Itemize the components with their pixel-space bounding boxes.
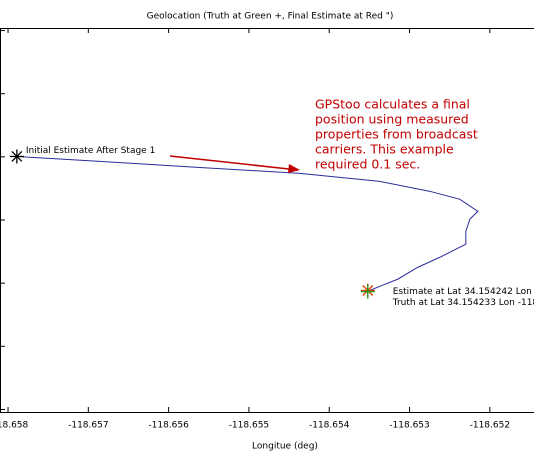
x-tick-label: -118.652 bbox=[470, 421, 510, 431]
x-tick-label: -118.654 bbox=[309, 421, 350, 431]
marker-label: Initial Estimate After Stage 1 bbox=[26, 146, 155, 156]
annotation-text: properties from broadcast bbox=[315, 127, 478, 142]
marker-stroke bbox=[11, 151, 23, 162]
annotation-arrowhead bbox=[288, 164, 300, 173]
annotation-text: required 0.1 sec. bbox=[315, 157, 420, 172]
x-tick-label: -118.655 bbox=[229, 421, 269, 431]
marker-label: Truth at Lat 34.154233 Lon -118 bbox=[392, 298, 534, 308]
x-tick-label: -118.657 bbox=[68, 421, 108, 431]
marker-label: Estimate at Lat 34.154242 Lon -1 bbox=[393, 287, 534, 297]
x-tick-label: -118.653 bbox=[389, 421, 429, 431]
annotation-arrow bbox=[169, 155, 299, 171]
annotation-text: GPStoo calculates a final bbox=[315, 97, 470, 112]
annotation-text: carriers. This example bbox=[315, 142, 454, 157]
x-tick-label: -118.658 bbox=[0, 421, 29, 431]
chart-title: Geolocation (Truth at Green +, Final Est… bbox=[147, 12, 394, 22]
x-axis-label: Longitue (deg) bbox=[252, 442, 318, 452]
x-tick-label: -118.656 bbox=[148, 421, 189, 431]
line-series bbox=[16, 155, 479, 292]
marker bbox=[360, 284, 375, 299]
marker bbox=[9, 149, 24, 164]
annotation-text: position using measured bbox=[315, 112, 469, 127]
